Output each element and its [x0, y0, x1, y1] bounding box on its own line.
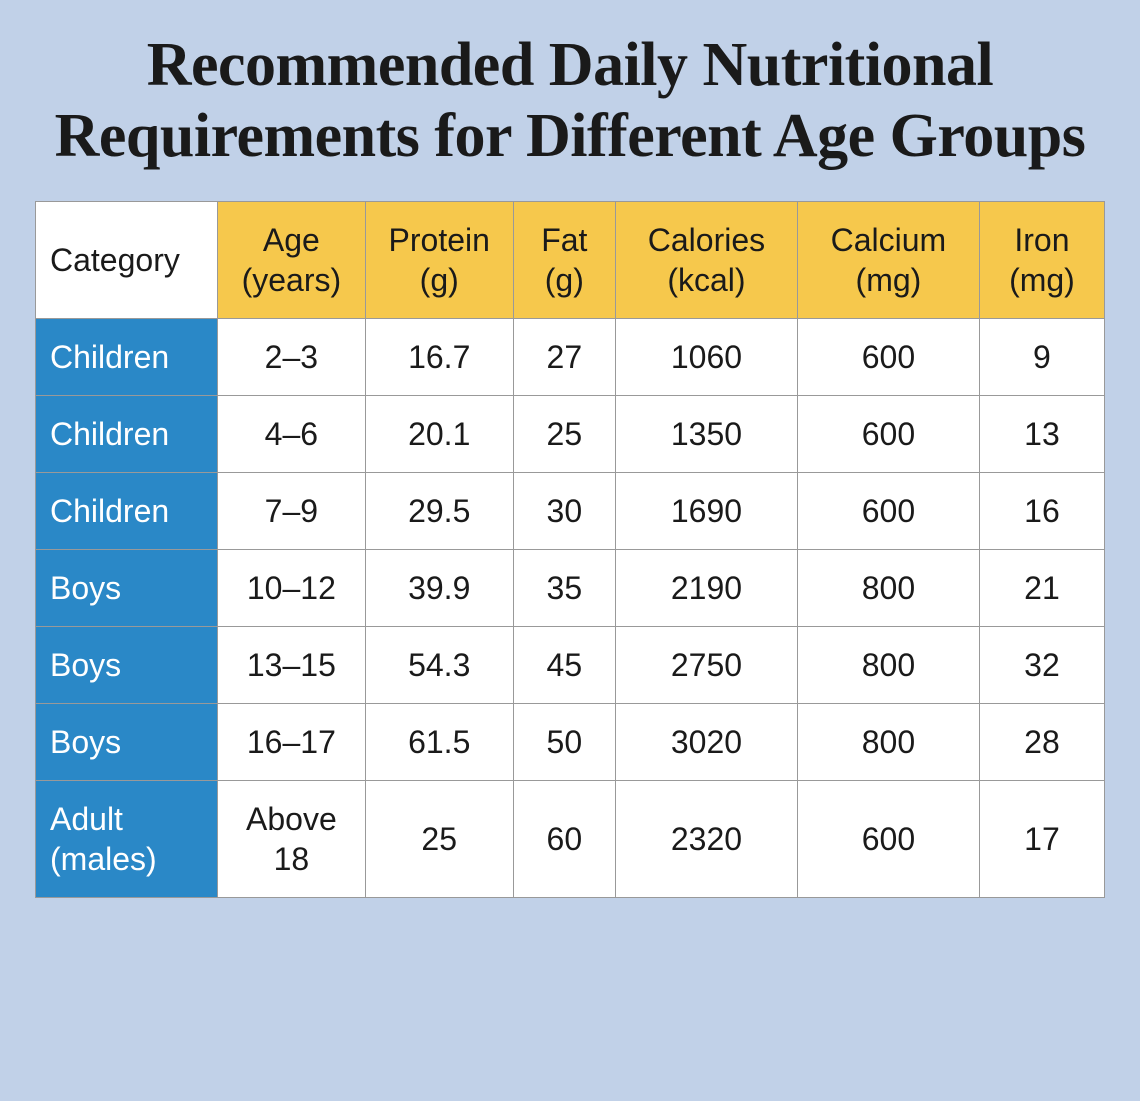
nutrition-table: Category Age (years)Protein (g)Fat (g)Ca…	[35, 201, 1105, 898]
row-category: Boys	[36, 626, 218, 703]
data-cell: 60	[513, 780, 615, 897]
table-row: Children2–316.72710606009	[36, 318, 1105, 395]
row-category: Children	[36, 318, 218, 395]
data-cell: 2750	[615, 626, 797, 703]
data-cell: 7–9	[217, 472, 365, 549]
data-cell: 600	[797, 395, 979, 472]
data-cell: 1060	[615, 318, 797, 395]
data-cell: 39.9	[365, 549, 513, 626]
data-cell: 16.7	[365, 318, 513, 395]
data-cell: 45	[513, 626, 615, 703]
data-cell: 3020	[615, 703, 797, 780]
header-row: Category Age (years)Protein (g)Fat (g)Ca…	[36, 201, 1105, 318]
col-header-5: Iron (mg)	[979, 201, 1104, 318]
col-header-0: Age (years)	[217, 201, 365, 318]
table-row: Boys10–1239.935219080021	[36, 549, 1105, 626]
data-cell: 61.5	[365, 703, 513, 780]
col-header-4: Calcium (mg)	[797, 201, 979, 318]
data-cell: 2–3	[217, 318, 365, 395]
table-body: Children2–316.72710606009Children4–620.1…	[36, 318, 1105, 897]
data-cell: 27	[513, 318, 615, 395]
data-cell: 600	[797, 318, 979, 395]
data-cell: 17	[979, 780, 1104, 897]
data-cell: 35	[513, 549, 615, 626]
data-cell: 4–6	[217, 395, 365, 472]
data-cell: 21	[979, 549, 1104, 626]
row-category: Children	[36, 395, 218, 472]
col-header-3: Calories (kcal)	[615, 201, 797, 318]
data-cell: 20.1	[365, 395, 513, 472]
data-cell: 29.5	[365, 472, 513, 549]
table-row: Boys16–1761.550302080028	[36, 703, 1105, 780]
table-row: Adult (males)Above 182560232060017	[36, 780, 1105, 897]
col-header-1: Protein (g)	[365, 201, 513, 318]
table-row: Children7–929.530169060016	[36, 472, 1105, 549]
data-cell: 25	[513, 395, 615, 472]
row-category: Children	[36, 472, 218, 549]
data-cell: 800	[797, 703, 979, 780]
data-cell: 13	[979, 395, 1104, 472]
page-title: Recommended Daily Nutritional Requiremen…	[35, 30, 1105, 173]
data-cell: Above 18	[217, 780, 365, 897]
data-cell: 13–15	[217, 626, 365, 703]
data-cell: 1690	[615, 472, 797, 549]
data-cell: 28	[979, 703, 1104, 780]
row-category: Boys	[36, 703, 218, 780]
data-cell: 54.3	[365, 626, 513, 703]
data-cell: 32	[979, 626, 1104, 703]
row-category: Adult (males)	[36, 780, 218, 897]
row-category: Boys	[36, 549, 218, 626]
data-cell: 2320	[615, 780, 797, 897]
data-cell: 1350	[615, 395, 797, 472]
data-cell: 16–17	[217, 703, 365, 780]
data-cell: 2190	[615, 549, 797, 626]
col-header-2: Fat (g)	[513, 201, 615, 318]
data-cell: 600	[797, 472, 979, 549]
data-cell: 50	[513, 703, 615, 780]
data-cell: 25	[365, 780, 513, 897]
table-row: Boys13–1554.345275080032	[36, 626, 1105, 703]
data-cell: 800	[797, 626, 979, 703]
data-cell: 16	[979, 472, 1104, 549]
data-cell: 10–12	[217, 549, 365, 626]
data-cell: 9	[979, 318, 1104, 395]
data-cell: 800	[797, 549, 979, 626]
table-row: Children4–620.125135060013	[36, 395, 1105, 472]
data-cell: 30	[513, 472, 615, 549]
corner-cell: Category	[36, 201, 218, 318]
data-cell: 600	[797, 780, 979, 897]
